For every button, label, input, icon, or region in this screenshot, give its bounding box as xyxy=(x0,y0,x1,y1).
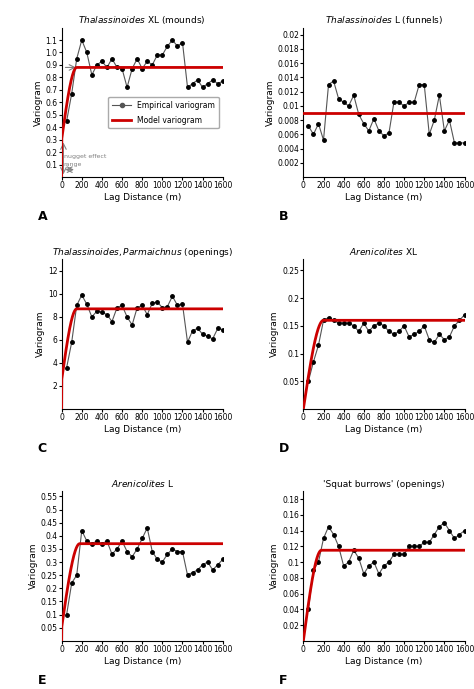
Legend: Empirical variogram, Model variogram: Empirical variogram, Model variogram xyxy=(108,96,219,128)
Text: A: A xyxy=(37,210,47,223)
Text: F: F xyxy=(279,674,288,687)
X-axis label: Lag Distance (m): Lag Distance (m) xyxy=(103,193,181,202)
Text: C: C xyxy=(37,442,46,455)
Y-axis label: Variogram: Variogram xyxy=(265,79,274,125)
Y-axis label: Variogram: Variogram xyxy=(36,311,45,358)
Text: E: E xyxy=(37,674,46,687)
X-axis label: Lag Distance (m): Lag Distance (m) xyxy=(103,425,181,434)
Y-axis label: Variogram: Variogram xyxy=(270,543,279,589)
Text: range: range xyxy=(64,162,82,167)
X-axis label: Lag Distance (m): Lag Distance (m) xyxy=(345,657,423,666)
X-axis label: Lag Distance (m): Lag Distance (m) xyxy=(345,425,423,434)
Title: $\it{Thalassinoides, Parmaichnus}$ (openings): $\it{Thalassinoides, Parmaichnus}$ (open… xyxy=(52,246,233,259)
X-axis label: Lag Distance (m): Lag Distance (m) xyxy=(345,193,423,202)
Text: B: B xyxy=(279,210,289,223)
Y-axis label: Variogram: Variogram xyxy=(34,79,43,125)
Y-axis label: Variogram: Variogram xyxy=(270,311,279,358)
Title: $\it{Thalassinoides}$ XL (mounds): $\it{Thalassinoides}$ XL (mounds) xyxy=(79,14,206,26)
Text: D: D xyxy=(279,442,290,455)
Text: nugget effect: nugget effect xyxy=(64,154,106,159)
Title: $\it{Arenicolites}$ XL: $\it{Arenicolites}$ XL xyxy=(349,246,419,257)
Title: $\it{Arenicolites}$ L: $\it{Arenicolites}$ L xyxy=(110,478,174,489)
Title: $\it{Thalassinoides}$ L (funnels): $\it{Thalassinoides}$ L (funnels) xyxy=(325,14,443,26)
Title: 'Squat burrows' (openings): 'Squat burrows' (openings) xyxy=(323,480,445,489)
X-axis label: Lag Distance (m): Lag Distance (m) xyxy=(103,657,181,666)
Y-axis label: Variogram: Variogram xyxy=(28,543,37,589)
